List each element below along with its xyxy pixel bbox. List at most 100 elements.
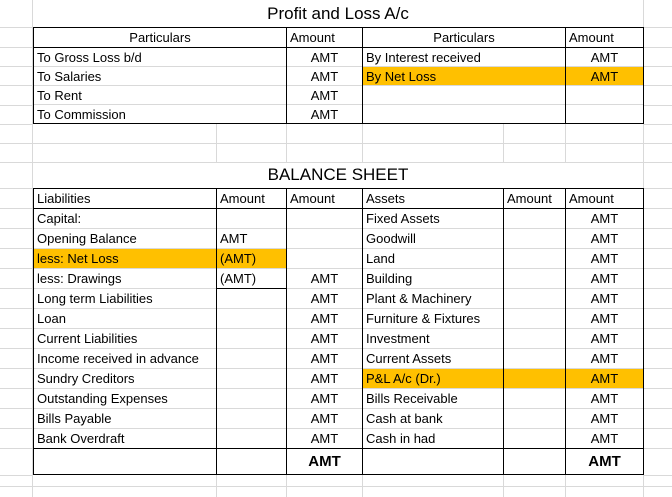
bs-total-empty[interactable] — [216, 448, 287, 475]
bs-cell-amount-4[interactable]: AMT — [565, 248, 644, 269]
bs-cell-asset[interactable]: Land — [362, 248, 504, 269]
bs-cell-asset[interactable]: Furniture & Fixtures — [362, 308, 504, 329]
bs-total-liabilities[interactable]: AMT — [286, 448, 363, 475]
pnl-cell-credit-amount-highlighted[interactable]: AMT — [565, 66, 644, 86]
bs-cell-amount-1[interactable] — [216, 288, 287, 309]
bs-cell-liability[interactable]: Bank Overdraft — [33, 428, 217, 449]
bs-cell-amount-4[interactable]: AMT — [565, 428, 644, 449]
bs-cell-asset[interactable]: Building — [362, 268, 504, 289]
bs-cell-amount-2[interactable]: AMT — [286, 288, 363, 309]
pnl-cell-credit-particulars[interactable] — [362, 104, 566, 124]
bs-cell-amount-2[interactable]: AMT — [286, 428, 363, 449]
pnl-header-particulars-debit[interactable]: Particulars — [33, 27, 287, 48]
bs-cell-amount-1[interactable] — [216, 208, 287, 229]
bs-cell-amount-1[interactable] — [216, 308, 287, 329]
bs-header-amount-2[interactable]: Amount — [286, 188, 363, 209]
bs-cell-amount-1[interactable]: (AMT) — [216, 268, 287, 289]
bs-cell-amount-3[interactable] — [503, 388, 566, 409]
bs-cell-amount-3[interactable] — [503, 268, 566, 289]
bs-total-empty[interactable] — [362, 448, 504, 475]
bs-header-amount-1[interactable]: Amount — [216, 188, 287, 209]
bs-cell-amount-4[interactable]: AMT — [565, 408, 644, 429]
bs-cell-amount-3[interactable] — [503, 208, 566, 229]
bs-cell-amount-1[interactable] — [216, 428, 287, 449]
pnl-cell-debit-amount[interactable]: AMT — [286, 104, 363, 124]
bs-cell-liability[interactable]: Sundry Creditors — [33, 368, 217, 389]
bs-cell-amount-4[interactable]: AMT — [565, 348, 644, 369]
pnl-cell-debit-amount[interactable]: AMT — [286, 47, 363, 67]
bs-cell-asset[interactable]: Goodwill — [362, 228, 504, 249]
bs-cell-asset[interactable]: Fixed Assets — [362, 208, 504, 229]
bs-cell-amount-4-highlighted[interactable]: AMT — [565, 368, 644, 389]
bs-total-assets[interactable]: AMT — [565, 448, 644, 475]
pnl-title[interactable]: Profit and Loss A/c — [267, 3, 409, 23]
pnl-cell-debit-amount[interactable]: AMT — [286, 66, 363, 86]
bs-total-empty[interactable] — [503, 448, 566, 475]
pnl-cell-credit-particulars-highlighted[interactable]: By Net Loss — [362, 66, 566, 86]
bs-cell-amount-4[interactable]: AMT — [565, 228, 644, 249]
bs-cell-asset[interactable]: Plant & Machinery — [362, 288, 504, 309]
bs-total-empty[interactable] — [33, 448, 217, 475]
bs-cell-liability[interactable]: less: Drawings — [33, 268, 217, 289]
pnl-header-amount-credit[interactable]: Amount — [565, 27, 644, 48]
bs-header-amount-3[interactable]: Amount — [503, 188, 566, 209]
bs-cell-asset-highlighted[interactable]: P&L A/c (Dr.) — [362, 368, 504, 389]
bs-cell-amount-3[interactable] — [503, 328, 566, 349]
bs-cell-amount-4[interactable]: AMT — [565, 208, 644, 229]
pnl-header-amount-debit[interactable]: Amount — [286, 27, 363, 48]
bs-cell-amount-2[interactable] — [286, 208, 363, 229]
bs-header-assets[interactable]: Assets — [362, 188, 504, 209]
bs-cell-amount-3[interactable] — [503, 408, 566, 429]
bs-cell-amount-4[interactable]: AMT — [565, 308, 644, 329]
bs-cell-amount-3[interactable] — [503, 428, 566, 449]
bs-cell-amount-1[interactable] — [216, 388, 287, 409]
pnl-cell-debit-particulars[interactable]: To Gross Loss b/d — [33, 47, 287, 67]
bs-cell-asset[interactable]: Current Assets — [362, 348, 504, 369]
bs-cell-liability[interactable]: Current Liabilities — [33, 328, 217, 349]
bs-cell-liability[interactable]: Outstanding Expenses — [33, 388, 217, 409]
bs-cell-amount-1[interactable] — [216, 328, 287, 349]
bs-cell-liability-highlighted[interactable]: less: Net Loss — [33, 248, 217, 269]
bs-cell-amount-2[interactable]: AMT — [286, 308, 363, 329]
pnl-cell-credit-particulars[interactable]: By Interest received — [362, 47, 566, 67]
pnl-cell-credit-particulars[interactable] — [362, 85, 566, 105]
bs-cell-amount-1[interactable] — [216, 408, 287, 429]
bs-cell-amount-2[interactable]: AMT — [286, 328, 363, 349]
pnl-cell-credit-amount[interactable] — [565, 104, 644, 124]
balance-sheet-title[interactable]: BALANCE SHEET — [267, 165, 409, 184]
bs-cell-amount-4[interactable]: AMT — [565, 268, 644, 289]
pnl-cell-debit-amount[interactable]: AMT — [286, 85, 363, 105]
pnl-header-particulars-credit[interactable]: Particulars — [362, 27, 566, 48]
bs-cell-asset[interactable]: Cash at bank — [362, 408, 504, 429]
bs-cell-amount-2[interactable]: AMT — [286, 388, 363, 409]
bs-cell-amount-1[interactable]: AMT — [216, 228, 287, 249]
bs-cell-amount-4[interactable]: AMT — [565, 288, 644, 309]
bs-cell-amount-3-highlighted[interactable] — [503, 368, 566, 389]
pnl-cell-credit-amount[interactable]: AMT — [565, 47, 644, 67]
bs-cell-amount-2[interactable]: AMT — [286, 368, 363, 389]
bs-cell-amount-2[interactable]: AMT — [286, 408, 363, 429]
bs-header-amount-4[interactable]: Amount — [565, 188, 644, 209]
bs-cell-amount-3[interactable] — [503, 228, 566, 249]
bs-cell-liability[interactable]: Capital: — [33, 208, 217, 229]
pnl-cell-debit-particulars[interactable]: To Rent — [33, 85, 287, 105]
bs-cell-amount-2[interactable] — [286, 248, 363, 269]
pnl-cell-debit-particulars[interactable]: To Commission — [33, 104, 287, 124]
pnl-cell-credit-amount[interactable] — [565, 85, 644, 105]
bs-cell-asset[interactable]: Investment — [362, 328, 504, 349]
bs-cell-amount-3[interactable] — [503, 288, 566, 309]
bs-header-liabilities[interactable]: Liabilities — [33, 188, 217, 209]
bs-cell-amount-4[interactable]: AMT — [565, 388, 644, 409]
bs-cell-liability[interactable]: Opening Balance — [33, 228, 217, 249]
bs-cell-amount-2[interactable]: AMT — [286, 348, 363, 369]
bs-cell-amount-3[interactable] — [503, 248, 566, 269]
bs-cell-amount-2[interactable]: AMT — [286, 268, 363, 289]
bs-cell-amount-1[interactable] — [216, 348, 287, 369]
bs-cell-amount-4[interactable]: AMT — [565, 328, 644, 349]
bs-cell-asset[interactable]: Bills Receivable — [362, 388, 504, 409]
bs-cell-amount-2[interactable] — [286, 228, 363, 249]
bs-cell-amount-3[interactable] — [503, 308, 566, 329]
bs-cell-asset[interactable]: Cash in had — [362, 428, 504, 449]
bs-cell-amount-1-highlighted[interactable]: (AMT) — [216, 248, 287, 269]
bs-cell-amount-1[interactable] — [216, 368, 287, 389]
